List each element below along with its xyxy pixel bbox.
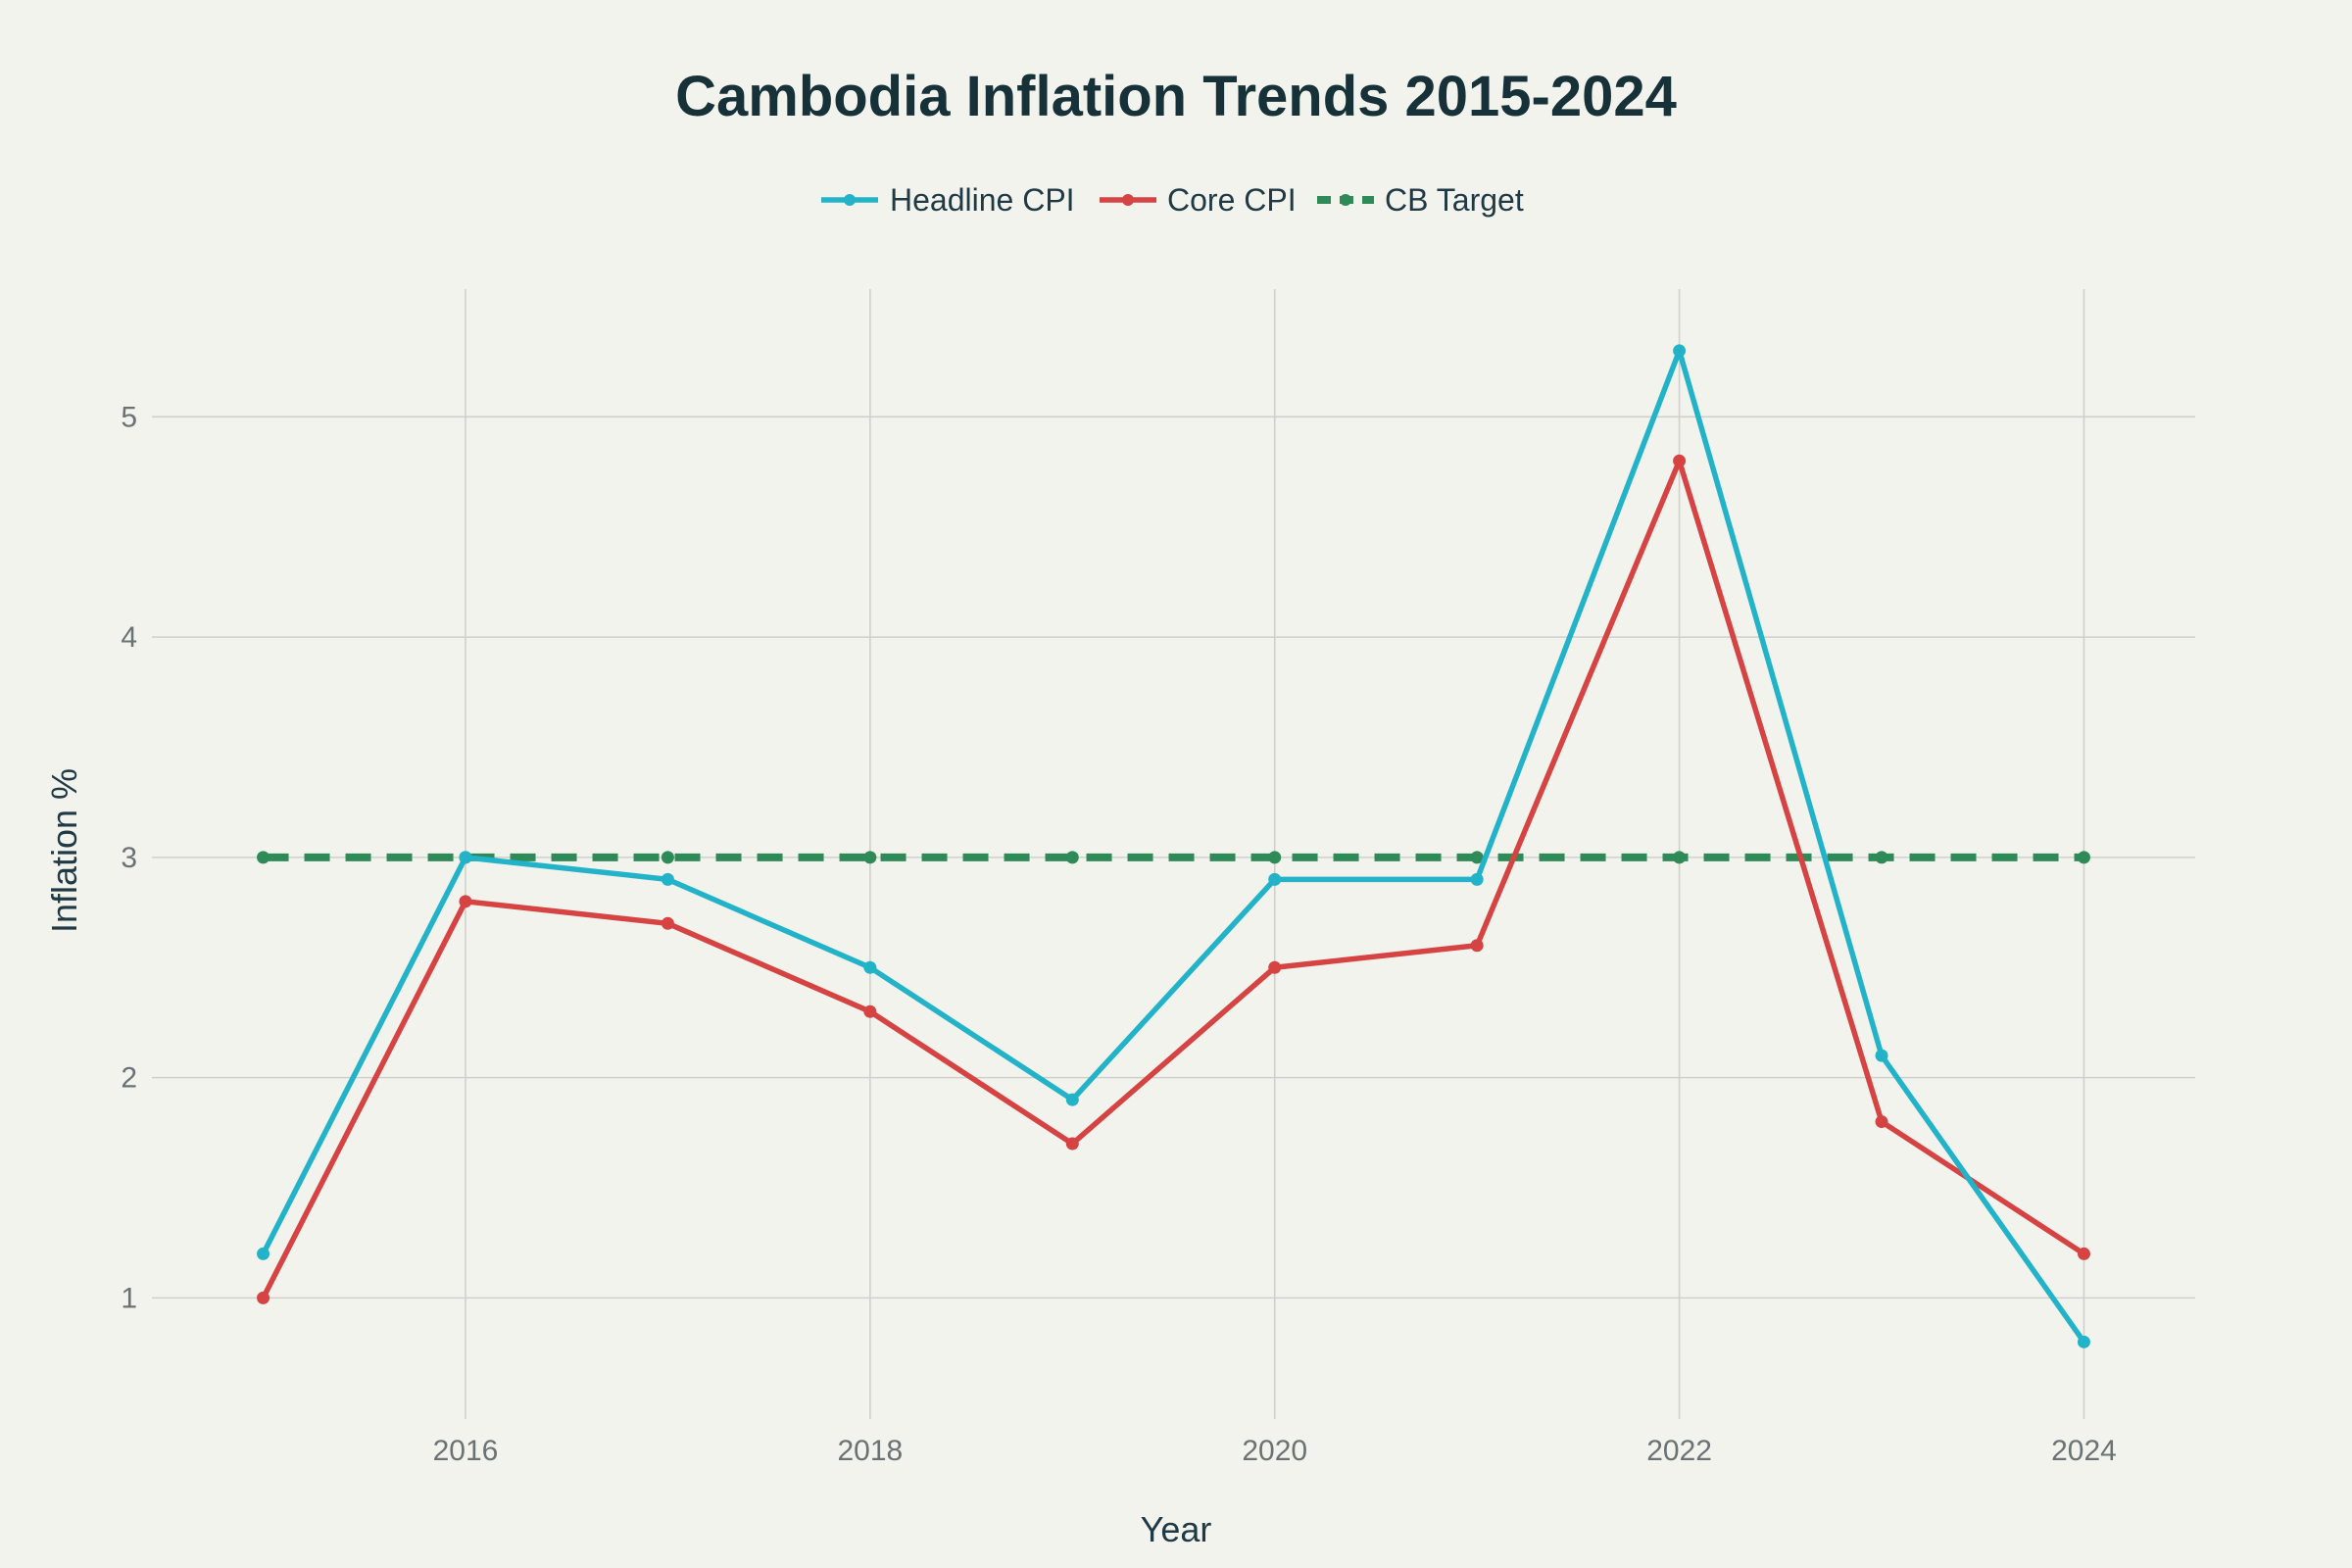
x-tick-label: 2016: [433, 1435, 499, 1467]
legend-marker: [1340, 194, 1351, 206]
x-axis-title: Year: [1141, 1509, 1212, 1549]
data-point[interactable]: [1470, 872, 1484, 886]
data-point[interactable]: [2077, 1247, 2090, 1260]
data-point[interactable]: [1875, 1115, 1888, 1129]
data-point[interactable]: [1268, 851, 1282, 864]
series-core-cpi: [257, 454, 2090, 1304]
legend-item[interactable]: Core CPI: [1100, 182, 1297, 218]
data-point[interactable]: [863, 851, 877, 864]
legend-item[interactable]: Headline CPI: [821, 182, 1075, 218]
data-point[interactable]: [661, 851, 674, 864]
legend[interactable]: Headline CPI Core CPI CB Target: [821, 182, 1524, 218]
data-point[interactable]: [1268, 960, 1282, 974]
x-tick-label: 2022: [1646, 1435, 1712, 1467]
data-point[interactable]: [257, 851, 270, 864]
data-point[interactable]: [257, 1291, 270, 1304]
series-line: [261, 458, 2085, 1299]
data-point[interactable]: [459, 851, 472, 864]
data-point[interactable]: [1470, 851, 1484, 864]
y-tick-label: 5: [121, 401, 137, 433]
legend-marker: [844, 194, 856, 206]
data-point[interactable]: [661, 916, 674, 930]
chart-title: Cambodia Inflation Trends 2015-2024: [675, 65, 1677, 128]
legend-label: CB Target: [1385, 182, 1524, 218]
data-point[interactable]: [1673, 851, 1687, 864]
data-point[interactable]: [1875, 1049, 1888, 1062]
legend-marker: [1122, 194, 1134, 206]
y-axis-title: Inflation %: [44, 768, 84, 933]
y-tick-label: 1: [121, 1282, 137, 1314]
data-point[interactable]: [2077, 1335, 2090, 1348]
series-line: [261, 348, 2086, 1344]
data-point[interactable]: [863, 960, 877, 974]
data-point[interactable]: [661, 872, 674, 886]
data-point[interactable]: [1268, 872, 1282, 886]
x-tick-label: 2018: [837, 1435, 903, 1467]
data-point[interactable]: [1065, 1137, 1079, 1151]
data-point[interactable]: [1470, 939, 1484, 953]
axis-ticks: 1 2 3 4 5 2016 2018 2020 2022 2024: [121, 401, 2117, 1467]
data-point[interactable]: [1875, 851, 1888, 864]
data-point[interactable]: [1065, 1093, 1079, 1106]
data-point[interactable]: [1065, 851, 1079, 864]
data-point[interactable]: [459, 895, 472, 908]
legend-label: Core CPI: [1167, 182, 1297, 218]
series-headline-cpi: [257, 344, 2090, 1348]
data-point[interactable]: [863, 1004, 877, 1018]
y-tick-label: 3: [121, 842, 137, 874]
x-tick-label: 2020: [1242, 1435, 1307, 1467]
data-point[interactable]: [2077, 851, 2090, 864]
series-lines: [257, 344, 2090, 1348]
data-point[interactable]: [257, 1247, 270, 1260]
legend-item[interactable]: CB Target: [1317, 182, 1524, 218]
data-point[interactable]: [1673, 454, 1687, 467]
x-tick-label: 2024: [2051, 1435, 2117, 1467]
y-tick-label: 4: [121, 621, 137, 654]
y-tick-label: 2: [121, 1062, 137, 1095]
series-cb-target: [257, 851, 2090, 864]
data-point[interactable]: [1673, 344, 1687, 358]
legend-label: Headline CPI: [890, 182, 1075, 218]
